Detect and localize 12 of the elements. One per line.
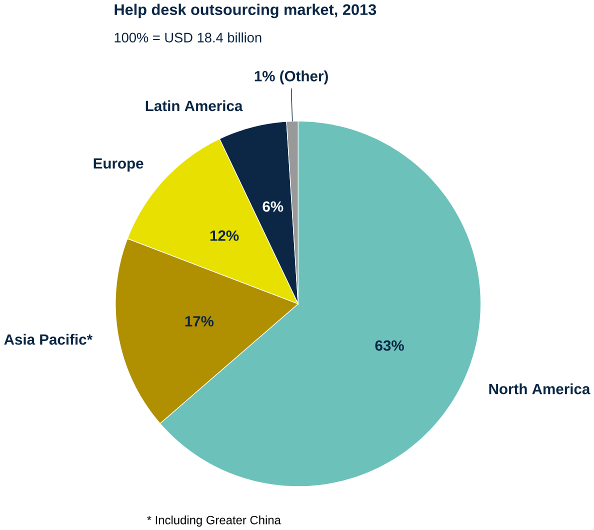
slice-label: Europe (94, 158, 144, 172)
slice-label: North America (489, 383, 590, 394)
data-label: 1% (Other) (254, 70, 328, 84)
text: * Including Greater China (147, 515, 281, 526)
data-label: 17% (185, 316, 214, 326)
data-label: 6% (262, 201, 284, 212)
data-label: 63% (375, 340, 404, 351)
slice-label: Asia Pacific* (4, 334, 93, 345)
slice-label: Latin America (146, 100, 243, 111)
data-label: 12% (210, 230, 239, 241)
chart-title: Help desk outsourcing market, 2013 (114, 4, 376, 18)
chart-subtitle: 100% = USD 18.4 billion (114, 32, 262, 42)
